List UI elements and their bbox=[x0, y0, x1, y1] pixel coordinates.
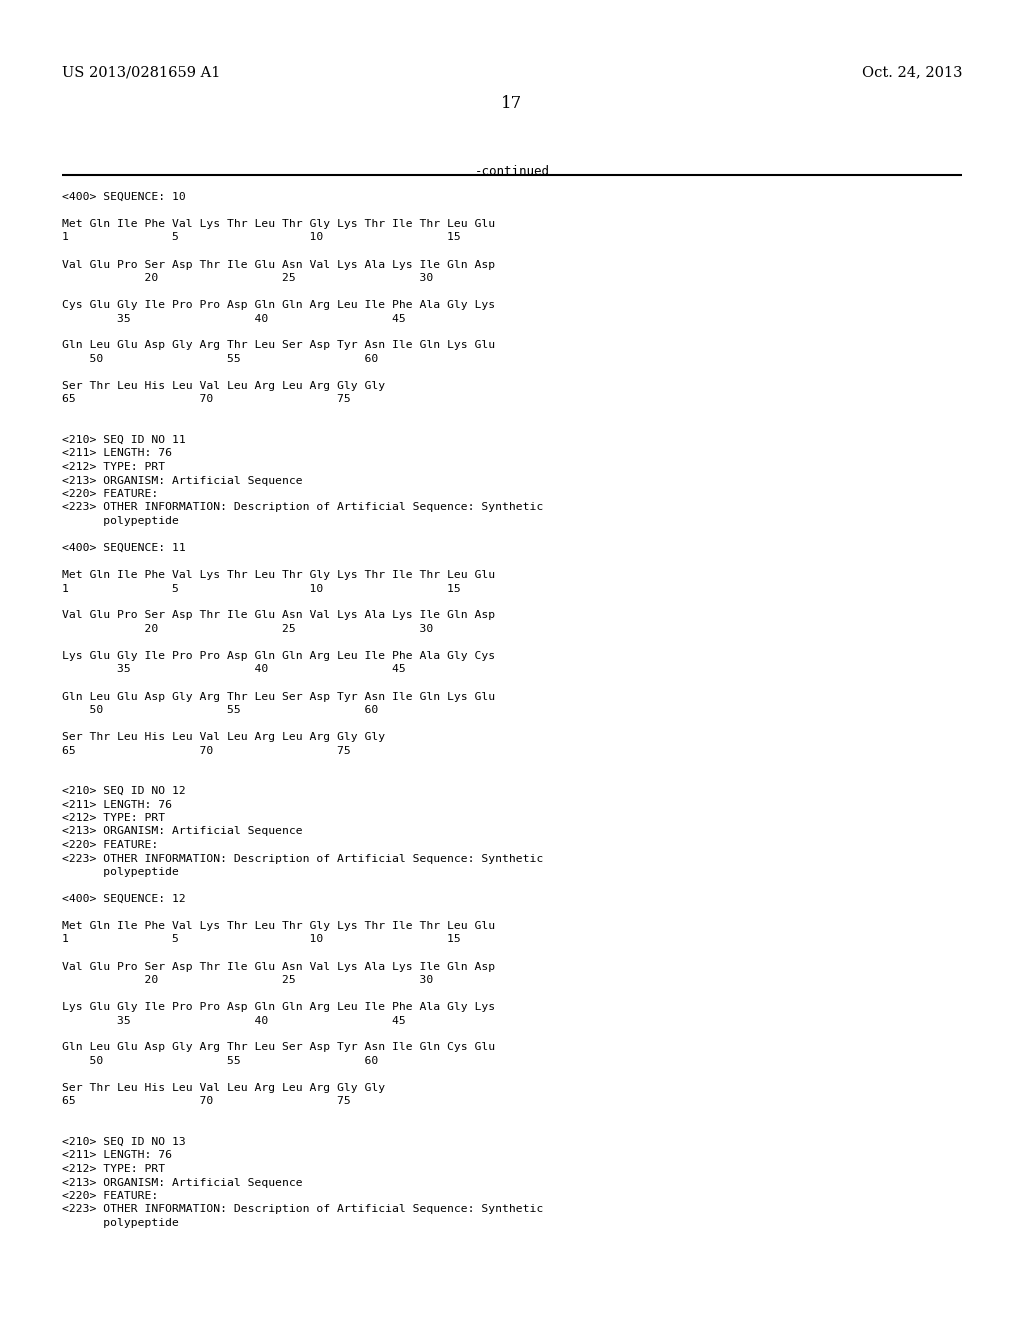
Text: 65                  70                  75: 65 70 75 bbox=[62, 746, 351, 755]
Text: 20                  25                  30: 20 25 30 bbox=[62, 273, 433, 282]
Text: Ser Thr Leu His Leu Val Leu Arg Leu Arg Gly Gly: Ser Thr Leu His Leu Val Leu Arg Leu Arg … bbox=[62, 1082, 385, 1093]
Text: Ser Thr Leu His Leu Val Leu Arg Leu Arg Gly Gly: Ser Thr Leu His Leu Val Leu Arg Leu Arg … bbox=[62, 381, 385, 391]
Text: Oct. 24, 2013: Oct. 24, 2013 bbox=[861, 65, 962, 79]
Text: Ser Thr Leu His Leu Val Leu Arg Leu Arg Gly Gly: Ser Thr Leu His Leu Val Leu Arg Leu Arg … bbox=[62, 733, 385, 742]
Text: <400> SEQUENCE: 10: <400> SEQUENCE: 10 bbox=[62, 191, 185, 202]
Text: 50                  55                  60: 50 55 60 bbox=[62, 354, 378, 364]
Text: 50                  55                  60: 50 55 60 bbox=[62, 705, 378, 715]
Text: -continued: -continued bbox=[474, 165, 550, 178]
Text: US 2013/0281659 A1: US 2013/0281659 A1 bbox=[62, 65, 220, 79]
Text: <220> FEATURE:: <220> FEATURE: bbox=[62, 488, 159, 499]
Text: polypeptide: polypeptide bbox=[62, 1218, 179, 1228]
Text: Met Gln Ile Phe Val Lys Thr Leu Thr Gly Lys Thr Ile Thr Leu Glu: Met Gln Ile Phe Val Lys Thr Leu Thr Gly … bbox=[62, 570, 496, 579]
Text: Met Gln Ile Phe Val Lys Thr Leu Thr Gly Lys Thr Ile Thr Leu Glu: Met Gln Ile Phe Val Lys Thr Leu Thr Gly … bbox=[62, 921, 496, 931]
Text: 17: 17 bbox=[502, 95, 522, 112]
Text: Gln Leu Glu Asp Gly Arg Thr Leu Ser Asp Tyr Asn Ile Gln Lys Glu: Gln Leu Glu Asp Gly Arg Thr Leu Ser Asp … bbox=[62, 692, 496, 701]
Text: <211> LENGTH: 76: <211> LENGTH: 76 bbox=[62, 1151, 172, 1160]
Text: <210> SEQ ID NO 12: <210> SEQ ID NO 12 bbox=[62, 785, 185, 796]
Text: 50                  55                  60: 50 55 60 bbox=[62, 1056, 378, 1067]
Text: 65                  70                  75: 65 70 75 bbox=[62, 395, 351, 404]
Text: <223> OTHER INFORMATION: Description of Artificial Sequence: Synthetic: <223> OTHER INFORMATION: Description of … bbox=[62, 1204, 544, 1214]
Text: <212> TYPE: PRT: <212> TYPE: PRT bbox=[62, 462, 165, 473]
Text: <220> FEATURE:: <220> FEATURE: bbox=[62, 1191, 159, 1201]
Text: <213> ORGANISM: Artificial Sequence: <213> ORGANISM: Artificial Sequence bbox=[62, 1177, 303, 1188]
Text: Met Gln Ile Phe Val Lys Thr Leu Thr Gly Lys Thr Ile Thr Leu Glu: Met Gln Ile Phe Val Lys Thr Leu Thr Gly … bbox=[62, 219, 496, 228]
Text: Cys Glu Gly Ile Pro Pro Asp Gln Gln Arg Leu Ile Phe Ala Gly Lys: Cys Glu Gly Ile Pro Pro Asp Gln Gln Arg … bbox=[62, 300, 496, 310]
Text: 35                  40                  45: 35 40 45 bbox=[62, 1015, 406, 1026]
Text: Gln Leu Glu Asp Gly Arg Thr Leu Ser Asp Tyr Asn Ile Gln Cys Glu: Gln Leu Glu Asp Gly Arg Thr Leu Ser Asp … bbox=[62, 1043, 496, 1052]
Text: 20                  25                  30: 20 25 30 bbox=[62, 975, 433, 985]
Text: 1               5                   10                  15: 1 5 10 15 bbox=[62, 583, 461, 594]
Text: <400> SEQUENCE: 11: <400> SEQUENCE: 11 bbox=[62, 543, 185, 553]
Text: <400> SEQUENCE: 12: <400> SEQUENCE: 12 bbox=[62, 894, 185, 904]
Text: 1               5                   10                  15: 1 5 10 15 bbox=[62, 935, 461, 945]
Text: <213> ORGANISM: Artificial Sequence: <213> ORGANISM: Artificial Sequence bbox=[62, 475, 303, 486]
Text: Val Glu Pro Ser Asp Thr Ile Glu Asn Val Lys Ala Lys Ile Gln Asp: Val Glu Pro Ser Asp Thr Ile Glu Asn Val … bbox=[62, 610, 496, 620]
Text: 65                  70                  75: 65 70 75 bbox=[62, 1097, 351, 1106]
Text: <210> SEQ ID NO 13: <210> SEQ ID NO 13 bbox=[62, 1137, 185, 1147]
Text: <223> OTHER INFORMATION: Description of Artificial Sequence: Synthetic: <223> OTHER INFORMATION: Description of … bbox=[62, 503, 544, 512]
Text: Val Glu Pro Ser Asp Thr Ile Glu Asn Val Lys Ala Lys Ile Gln Asp: Val Glu Pro Ser Asp Thr Ile Glu Asn Val … bbox=[62, 961, 496, 972]
Text: <220> FEATURE:: <220> FEATURE: bbox=[62, 840, 159, 850]
Text: polypeptide: polypeptide bbox=[62, 867, 179, 876]
Text: 35                  40                  45: 35 40 45 bbox=[62, 314, 406, 323]
Text: polypeptide: polypeptide bbox=[62, 516, 179, 525]
Text: Val Glu Pro Ser Asp Thr Ile Glu Asn Val Lys Ala Lys Ile Gln Asp: Val Glu Pro Ser Asp Thr Ile Glu Asn Val … bbox=[62, 260, 496, 269]
Text: Gln Leu Glu Asp Gly Arg Thr Leu Ser Asp Tyr Asn Ile Gln Lys Glu: Gln Leu Glu Asp Gly Arg Thr Leu Ser Asp … bbox=[62, 341, 496, 351]
Text: <223> OTHER INFORMATION: Description of Artificial Sequence: Synthetic: <223> OTHER INFORMATION: Description of … bbox=[62, 854, 544, 863]
Text: 1               5                   10                  15: 1 5 10 15 bbox=[62, 232, 461, 243]
Text: <211> LENGTH: 76: <211> LENGTH: 76 bbox=[62, 449, 172, 458]
Text: <213> ORGANISM: Artificial Sequence: <213> ORGANISM: Artificial Sequence bbox=[62, 826, 303, 837]
Text: <211> LENGTH: 76: <211> LENGTH: 76 bbox=[62, 800, 172, 809]
Text: 20                  25                  30: 20 25 30 bbox=[62, 624, 433, 634]
Text: Lys Glu Gly Ile Pro Pro Asp Gln Gln Arg Leu Ile Phe Ala Gly Lys: Lys Glu Gly Ile Pro Pro Asp Gln Gln Arg … bbox=[62, 1002, 496, 1012]
Text: <212> TYPE: PRT: <212> TYPE: PRT bbox=[62, 813, 165, 822]
Text: <212> TYPE: PRT: <212> TYPE: PRT bbox=[62, 1164, 165, 1173]
Text: <210> SEQ ID NO 11: <210> SEQ ID NO 11 bbox=[62, 436, 185, 445]
Text: Lys Glu Gly Ile Pro Pro Asp Gln Gln Arg Leu Ile Phe Ala Gly Cys: Lys Glu Gly Ile Pro Pro Asp Gln Gln Arg … bbox=[62, 651, 496, 661]
Text: 35                  40                  45: 35 40 45 bbox=[62, 664, 406, 675]
